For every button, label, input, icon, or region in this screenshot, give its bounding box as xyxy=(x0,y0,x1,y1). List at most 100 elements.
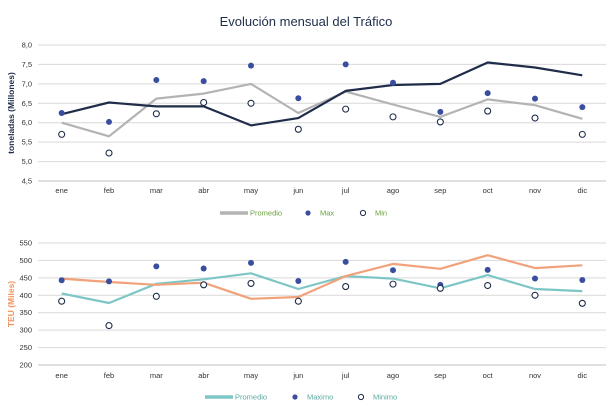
x-tick-label: ago xyxy=(387,371,400,380)
max-point xyxy=(390,79,396,86)
min-point xyxy=(294,125,302,133)
min-point xyxy=(342,283,350,291)
x-tick-label: feb xyxy=(104,186,114,195)
max-point xyxy=(106,118,112,125)
y-tick-label: 400 xyxy=(19,291,32,300)
min-point xyxy=(531,114,539,122)
min-point xyxy=(389,113,397,121)
promedio-line xyxy=(61,272,583,305)
min-point xyxy=(436,118,444,126)
x-tick-label: oct xyxy=(483,186,494,195)
y-axis-label: TEU (Miles) xyxy=(6,281,16,327)
max-point xyxy=(58,110,65,116)
x-tick-label: dic xyxy=(578,186,588,195)
y-tick-label: 7,5 xyxy=(22,60,32,69)
legend-label: Min xyxy=(375,209,387,218)
legend-swatch xyxy=(292,394,298,400)
min-point xyxy=(484,107,492,115)
min-point xyxy=(200,98,208,107)
max-point xyxy=(342,258,349,265)
max-point xyxy=(390,267,396,274)
x-tick-label: mar xyxy=(150,371,163,380)
max-point xyxy=(58,277,65,284)
min-point xyxy=(436,284,444,292)
promedio-line xyxy=(61,82,583,138)
legend-label: Promedio xyxy=(235,393,267,402)
min-point xyxy=(389,280,397,288)
y-tick-label: 500 xyxy=(19,256,32,265)
max-point xyxy=(295,277,302,284)
min-point xyxy=(531,291,539,299)
min-point xyxy=(294,297,302,305)
max-point xyxy=(106,278,112,285)
legend-label: Max xyxy=(320,209,334,218)
x-tick-label: sep xyxy=(434,371,446,380)
x-tick-label: may xyxy=(244,186,258,195)
x-tick-label: mar xyxy=(150,186,163,195)
min-point xyxy=(247,279,255,287)
x-tick-label: nov xyxy=(529,186,541,195)
x-tick-label: abr xyxy=(198,371,209,380)
x-tick-label: jun xyxy=(292,186,303,195)
min-point xyxy=(578,130,586,138)
min-point xyxy=(105,322,113,330)
min-point xyxy=(152,292,160,300)
x-tick-label: jun xyxy=(292,371,303,380)
y-tick-label: 550 xyxy=(19,239,32,248)
x-tick-label: feb xyxy=(104,371,114,380)
tonnage-chart: 4,5 5,0 5,5 6,0 6,5 7,0 7,5 8,0 ene feb mar abr may j… xyxy=(6,41,606,218)
max-point xyxy=(579,104,586,111)
y-tick-label: 8,0 xyxy=(22,41,32,50)
y-axis-label: toneladas (Millones) xyxy=(6,72,16,154)
max-point xyxy=(248,259,254,266)
x-tick-label: nov xyxy=(529,371,541,380)
y-tick-label: 4,5 xyxy=(22,177,32,186)
min-point xyxy=(200,281,208,289)
x-tick-label: ene xyxy=(55,371,68,380)
x-tick-label: may xyxy=(244,371,258,380)
min-point xyxy=(247,99,255,107)
max-point xyxy=(532,95,538,102)
chart-title: Evolución mensual del Tráfico xyxy=(220,14,393,29)
max-point xyxy=(579,276,586,283)
y-tick-label: 5,5 xyxy=(22,138,32,147)
series-line xyxy=(61,254,583,300)
min-point xyxy=(58,130,66,138)
x-tick-label: sep xyxy=(434,186,446,195)
y-tick-label: 6,0 xyxy=(22,118,32,127)
y-tick-label: 6,5 xyxy=(22,99,32,108)
y-tick-label: 250 xyxy=(19,343,32,352)
legend-label: Maximo xyxy=(307,393,333,402)
min-point xyxy=(484,281,492,290)
max-point xyxy=(200,265,207,272)
legend-swatch xyxy=(359,209,367,217)
max-point xyxy=(484,90,491,97)
legend-label: Minimo xyxy=(373,393,397,402)
x-tick-label: abr xyxy=(198,186,209,195)
max-point xyxy=(248,62,254,69)
x-tick-label: dic xyxy=(578,371,588,380)
min-point xyxy=(342,105,350,113)
y-tick-label: 300 xyxy=(19,326,32,335)
x-tick-label: oct xyxy=(483,371,494,380)
max-point xyxy=(484,266,491,273)
min-point xyxy=(105,149,113,157)
max-point xyxy=(532,275,538,282)
max-point xyxy=(437,108,444,115)
legend-swatch xyxy=(305,210,311,216)
min-point xyxy=(152,110,160,118)
x-tick-label: jul xyxy=(341,371,350,380)
max-point xyxy=(342,61,349,68)
y-tick-label: 350 xyxy=(19,308,32,317)
legend-swatch xyxy=(357,393,365,401)
x-tick-label: ene xyxy=(55,186,68,195)
legend-label: Promedio xyxy=(250,209,282,218)
max-point xyxy=(295,95,302,102)
x-tick-label: ago xyxy=(387,186,400,195)
x-tick-label: jul xyxy=(341,186,350,195)
y-tick-label: 450 xyxy=(19,273,32,282)
y-tick-label: 7,0 xyxy=(22,79,32,88)
y-tick-label: 200 xyxy=(19,361,32,370)
max-point xyxy=(153,263,160,270)
